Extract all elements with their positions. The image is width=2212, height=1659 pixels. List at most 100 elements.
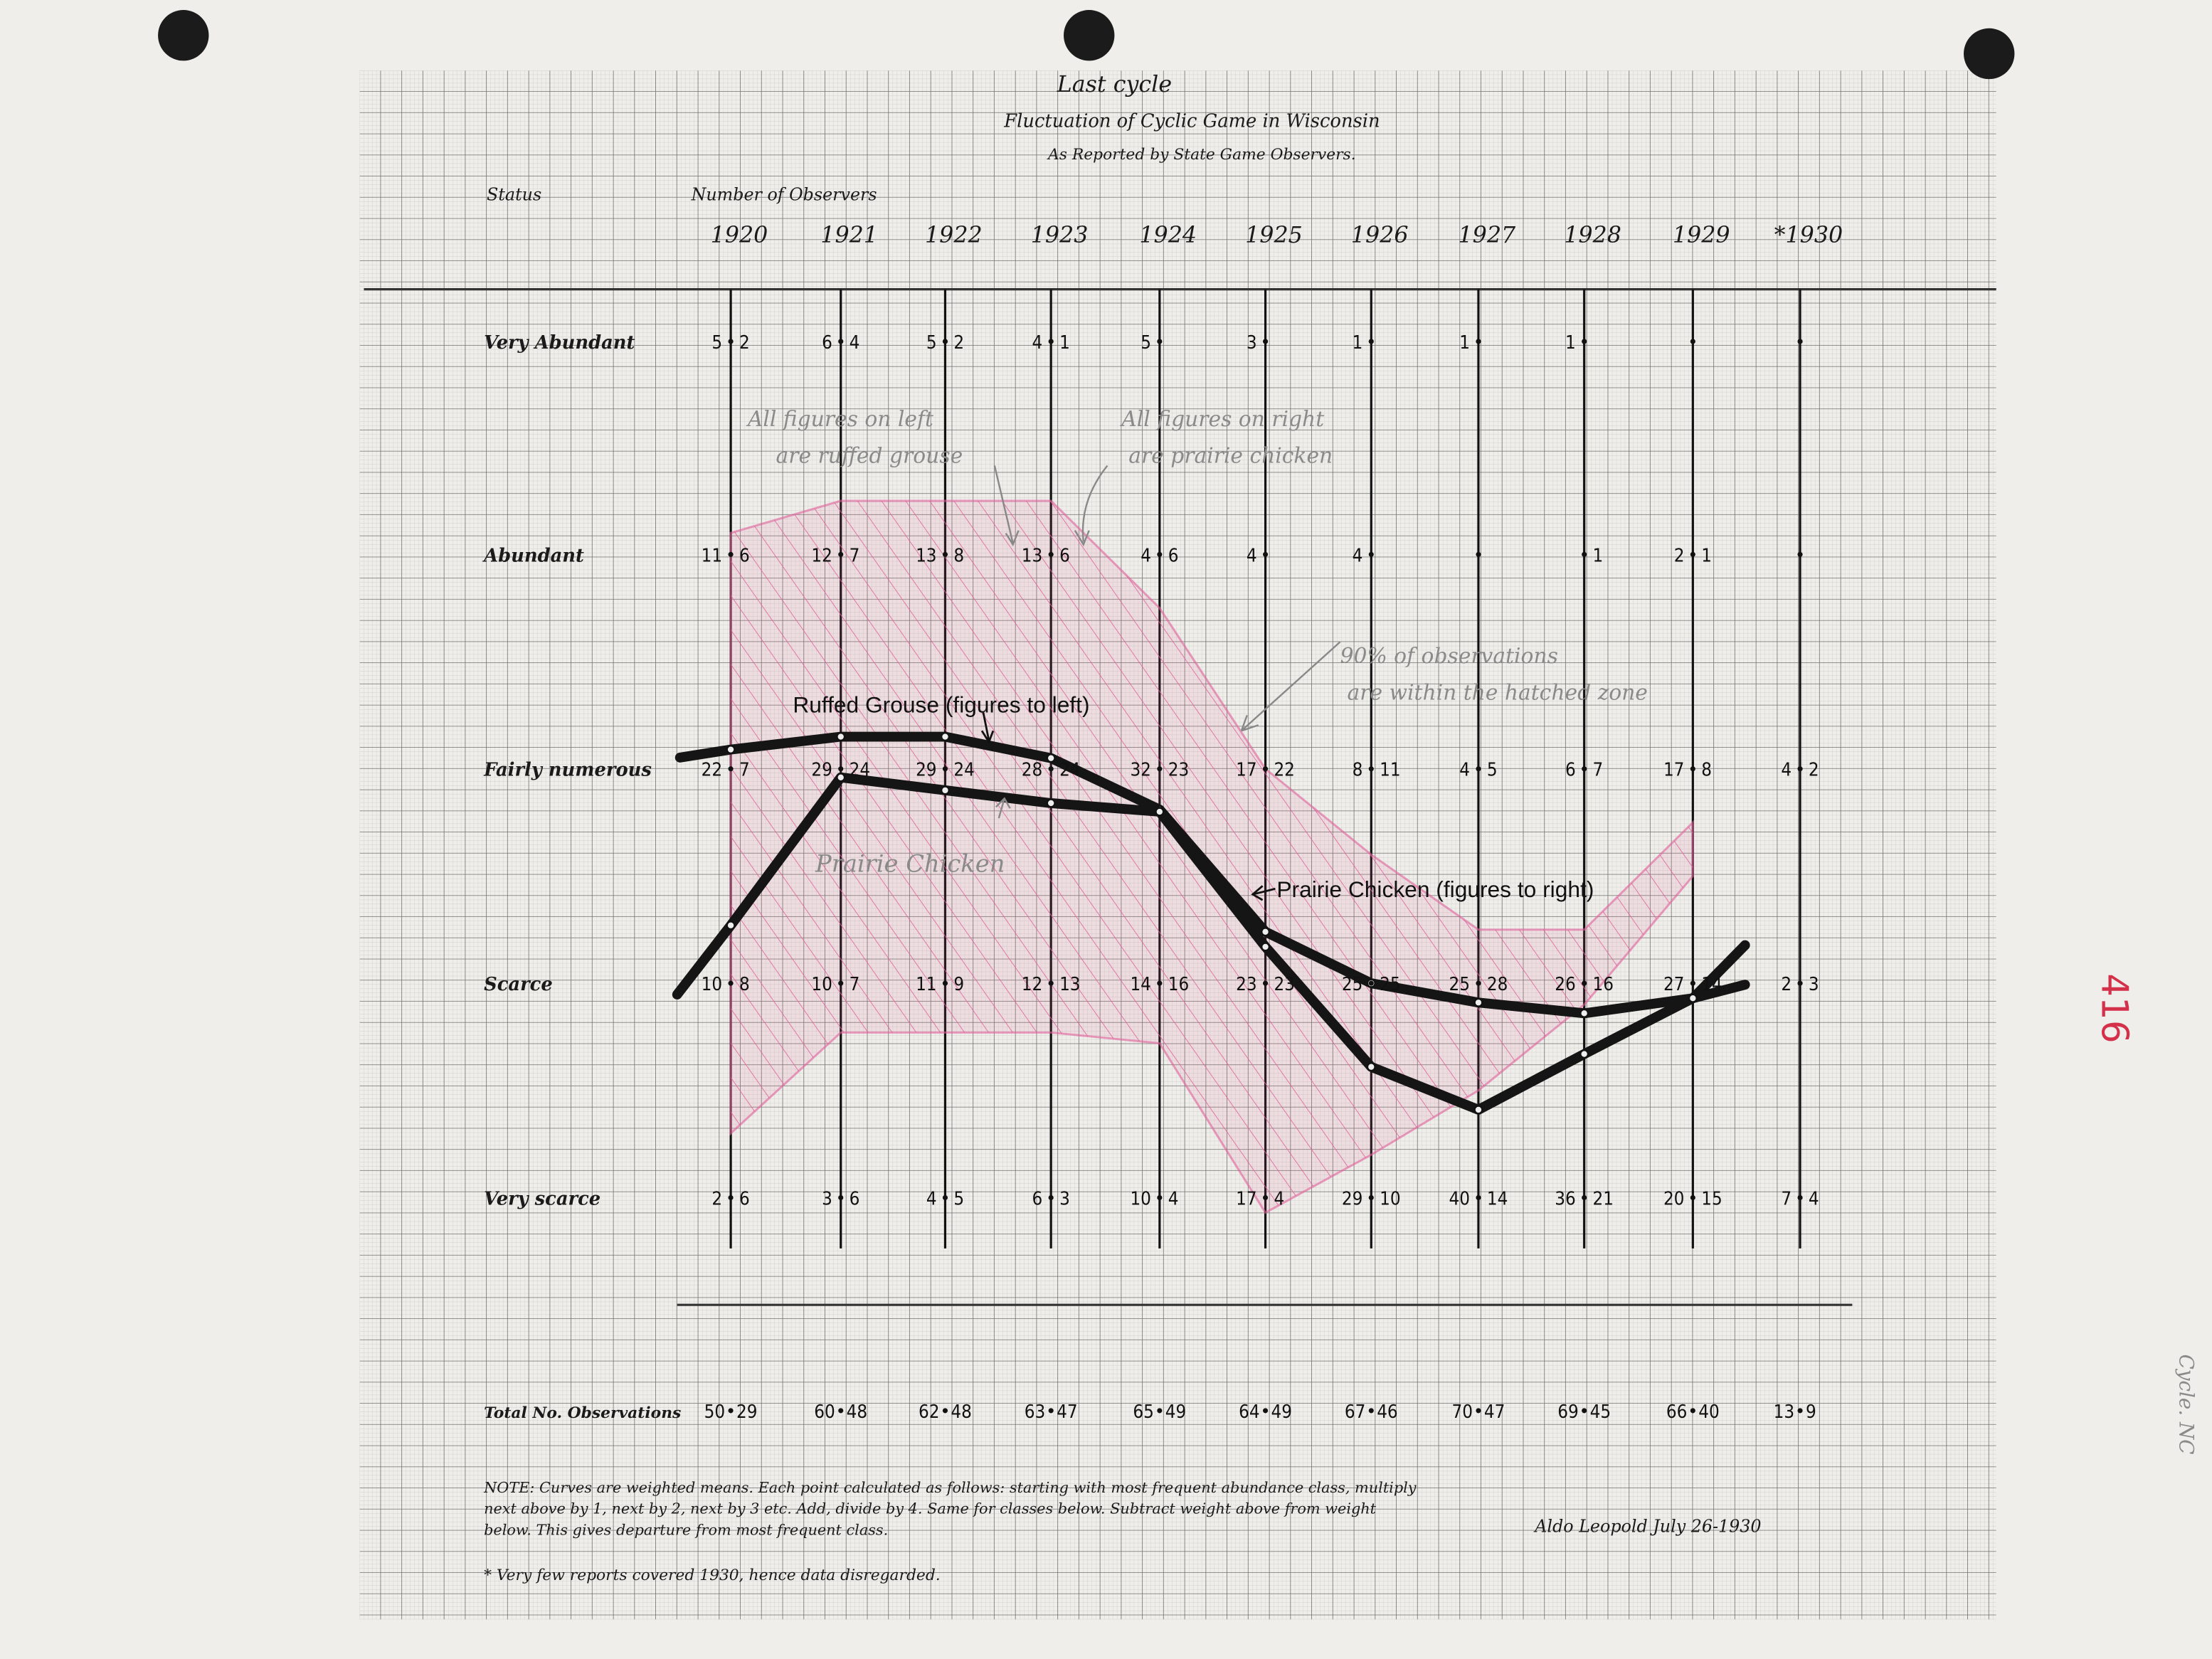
count-dot xyxy=(1368,766,1374,772)
year-label: 1925 xyxy=(1245,223,1303,248)
count-right: 8 xyxy=(953,545,964,566)
prairie-chicken-point xyxy=(1261,942,1270,952)
count-dot xyxy=(1582,551,1587,557)
count-right: 6 xyxy=(1059,545,1070,566)
count-right: 1 xyxy=(1701,545,1712,566)
count-dot xyxy=(942,1194,948,1201)
note-line-1: NOTE: Curves are weighted means. Each po… xyxy=(483,1479,1417,1496)
count-left: 4 xyxy=(1459,760,1470,781)
count-dot xyxy=(728,339,734,344)
count-right: 15 xyxy=(1701,1188,1722,1209)
total-dot xyxy=(942,1408,948,1414)
count-left: 1 xyxy=(1353,332,1363,354)
total-dot xyxy=(1690,1408,1695,1414)
total-right: 48 xyxy=(951,1401,972,1423)
count-dot xyxy=(1157,766,1163,772)
count-dot xyxy=(1157,980,1163,986)
annotation-left-1: All figures on left xyxy=(746,407,933,432)
count-dot xyxy=(838,766,844,772)
count-left: 17 xyxy=(1663,760,1684,781)
count-right: 1 xyxy=(1593,545,1604,566)
count-left: 26 xyxy=(1555,974,1575,995)
count-right: 16 xyxy=(1168,974,1190,995)
count-right: 14 xyxy=(1487,1188,1508,1209)
total-left: 70 xyxy=(1452,1401,1473,1423)
total-right: 47 xyxy=(1057,1401,1078,1423)
count-dot xyxy=(838,1194,844,1201)
total-dot xyxy=(1048,1408,1054,1414)
count-left: 32 xyxy=(1130,760,1151,781)
count-dot xyxy=(1262,1194,1269,1201)
count-right: 11 xyxy=(1380,760,1401,781)
count-dot xyxy=(1157,551,1163,557)
count-left: 40 xyxy=(1449,1188,1470,1209)
count-dot xyxy=(1368,339,1374,344)
count-left: 7 xyxy=(1781,1188,1792,1209)
count-left: 3 xyxy=(822,1188,832,1209)
count-dot xyxy=(1797,980,1803,986)
count-right: 24 xyxy=(953,760,975,781)
count-dot xyxy=(1690,339,1695,344)
count-dot xyxy=(942,339,948,344)
count-dot xyxy=(1690,766,1695,772)
count-left: 29 xyxy=(811,760,832,781)
total-left: 66 xyxy=(1666,1401,1687,1423)
count-left: 29 xyxy=(1342,1188,1363,1209)
year-label: 1924 xyxy=(1139,223,1197,248)
count-right: 24 xyxy=(1059,760,1081,781)
annotation-left-2: are ruffed grouse xyxy=(776,443,963,468)
annotation-right-2: are prairie chicken xyxy=(1128,443,1333,468)
ruffed-grouse-curve xyxy=(674,731,1750,1019)
count-dot xyxy=(838,339,844,344)
count-right: 3 xyxy=(1059,1188,1070,1209)
year-label: 1921 xyxy=(820,223,878,248)
count-left: 4 xyxy=(1781,760,1792,781)
count-left: 5 xyxy=(711,332,722,354)
note-line-2: next above by 1, next by 2, next by 3 et… xyxy=(484,1500,1377,1517)
count-dot xyxy=(1368,980,1374,986)
count-dot xyxy=(838,980,844,986)
total-dot xyxy=(1476,1408,1481,1414)
count-dot xyxy=(1690,551,1695,557)
ruffed-grouse-point xyxy=(1473,998,1483,1007)
count-right: 21 xyxy=(1593,1188,1614,1209)
count-left: 2 xyxy=(711,1188,722,1209)
count-left: 3 xyxy=(1247,332,1257,354)
count-left: 11 xyxy=(702,545,723,566)
total-left: 67 xyxy=(1345,1401,1366,1423)
count-right: 6 xyxy=(739,545,750,566)
punch-hole xyxy=(158,10,209,61)
total-dot xyxy=(728,1408,734,1414)
total-left: 60 xyxy=(814,1401,835,1423)
subtitle-top: Last cycle xyxy=(1057,72,1172,97)
prairie-chicken-curve xyxy=(672,772,1750,1115)
total-dot xyxy=(1262,1408,1269,1414)
year-label: 1928 xyxy=(1564,223,1621,248)
total-dot xyxy=(838,1408,844,1414)
count-right: 2 xyxy=(953,332,964,354)
count-left: 5 xyxy=(926,332,937,354)
count-right: 10 xyxy=(1380,1188,1401,1209)
ruffed-grouse-point xyxy=(1261,927,1270,936)
total-left: 50 xyxy=(704,1401,726,1423)
pencil-prairie-chicken: Prairie Chicken xyxy=(815,849,1005,877)
annotation-right-1: All figures on right xyxy=(1119,407,1324,432)
total-right: 29 xyxy=(736,1401,758,1423)
count-dot xyxy=(1368,551,1374,557)
count-left: 23 xyxy=(1236,974,1257,995)
punch-hole xyxy=(1964,28,2015,80)
count-dot xyxy=(728,1194,734,1201)
margin-pencil-note: Cycle. NC xyxy=(2174,1355,2198,1455)
ruffed-grouse-point xyxy=(726,745,736,754)
count-dot xyxy=(1262,551,1269,557)
count-dot xyxy=(942,766,948,772)
year-label: 1926 xyxy=(1351,223,1409,248)
count-dot xyxy=(1368,1194,1374,1201)
count-left: 14 xyxy=(1130,974,1151,995)
total-right: 49 xyxy=(1271,1401,1292,1423)
ruffed-grouse-point xyxy=(1047,753,1056,763)
total-right: 47 xyxy=(1484,1401,1505,1423)
count-left: 25 xyxy=(1342,974,1363,995)
